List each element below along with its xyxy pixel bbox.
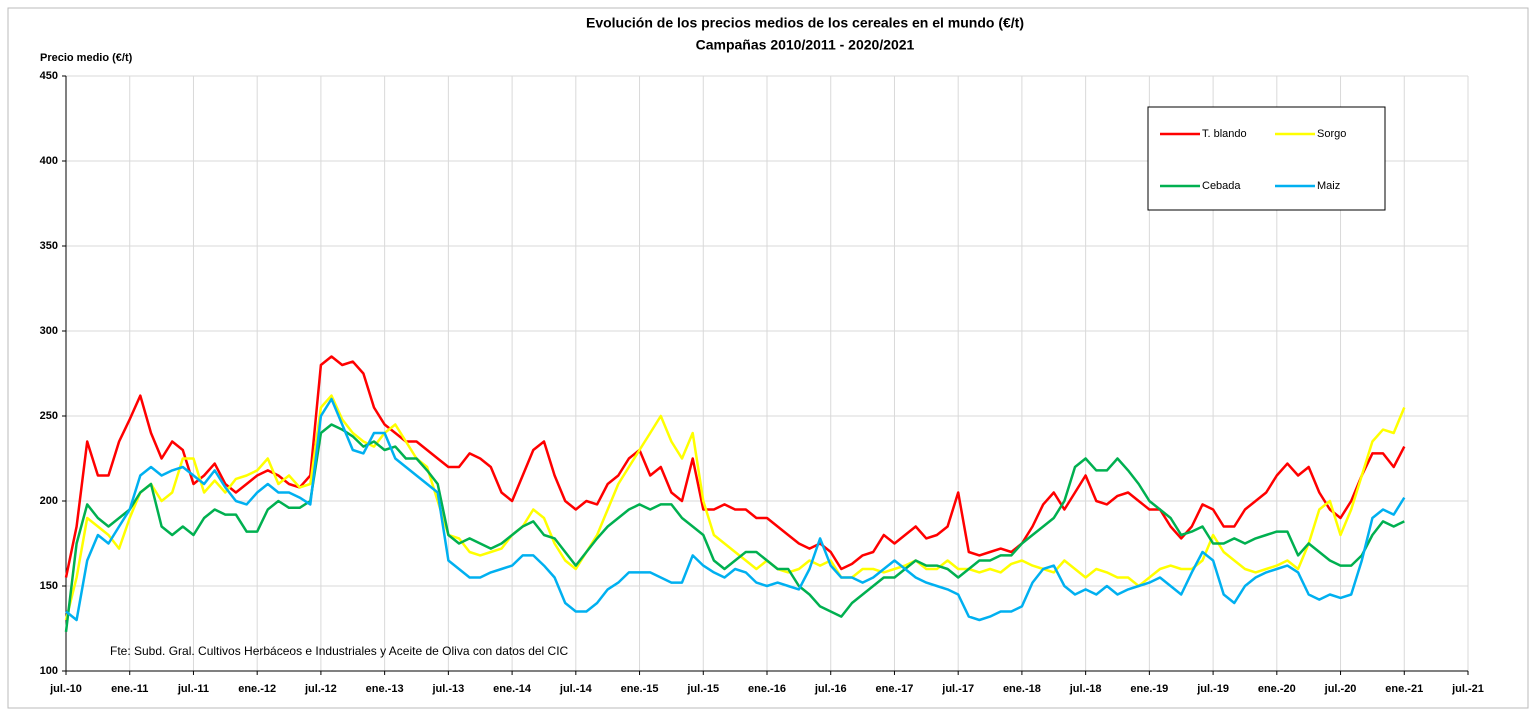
x-tick-label: ene.-19: [1130, 683, 1168, 695]
y-tick-label: 200: [40, 495, 58, 507]
x-tick-label: ene.-13: [366, 683, 404, 695]
x-tick-label: jul.-15: [686, 683, 719, 695]
legend-label: Maiz: [1317, 180, 1340, 192]
x-tick-label: jul.-13: [431, 683, 464, 695]
x-tick-label: jul.-14: [559, 683, 593, 695]
source-note: Fte: Subd. Gral. Cultivos Herbáceos e In…: [110, 644, 569, 658]
chart-border: [7, 7, 1529, 709]
legend-label: Sorgo: [1317, 128, 1346, 140]
x-tick-label: ene.-20: [1258, 683, 1296, 695]
series-line: [65, 397, 1406, 622]
x-tick-label: jul.-10: [49, 683, 82, 695]
y-tick-label: 250: [40, 410, 58, 422]
x-tick-label: ene.-18: [1003, 683, 1041, 695]
x-tick-label: ene.-17: [875, 683, 913, 695]
y-tick-label: 300: [40, 325, 58, 337]
x-tick-label: ene.-16: [748, 683, 786, 695]
x-tick-label: ene.-12: [238, 683, 276, 695]
y-tick-label: 450: [40, 70, 58, 82]
y-tick-label: 400: [40, 155, 58, 167]
y-axis-label: Precio medio (€/t): [40, 52, 133, 64]
x-tick-label: jul.-18: [1069, 683, 1102, 695]
chart-title: Evolución de los precios medios de los c…: [586, 15, 1024, 31]
chart-subtitle: Campañas 2010/2011 - 2020/2021: [696, 37, 915, 53]
x-tick-label: jul.-20: [1324, 683, 1357, 695]
x-tick-label: ene.-21: [1385, 683, 1423, 695]
y-tick-label: 350: [40, 240, 58, 252]
x-tick-label: jul.-17: [941, 683, 974, 695]
y-tick-label: 100: [40, 665, 58, 677]
x-tick-label: jul.-19: [1196, 683, 1229, 695]
x-tick-label: jul.-12: [304, 683, 337, 695]
series-line: [64, 355, 1406, 578]
legend-label: T. blando: [1202, 128, 1247, 140]
x-tick-label: ene.-14: [493, 683, 532, 695]
legend-label: Cebada: [1202, 180, 1241, 192]
x-tick-label: jul.-11: [177, 683, 209, 695]
x-tick-label: jul.-21: [1451, 683, 1484, 695]
series-line: [64, 394, 1406, 621]
x-tick-label: ene.-11: [111, 683, 148, 695]
series-line: [64, 423, 1405, 633]
y-tick-label: 150: [40, 580, 58, 592]
x-tick-label: ene.-15: [621, 683, 659, 695]
legend-box: [1147, 106, 1386, 211]
x-tick-label: jul.-16: [814, 683, 847, 695]
